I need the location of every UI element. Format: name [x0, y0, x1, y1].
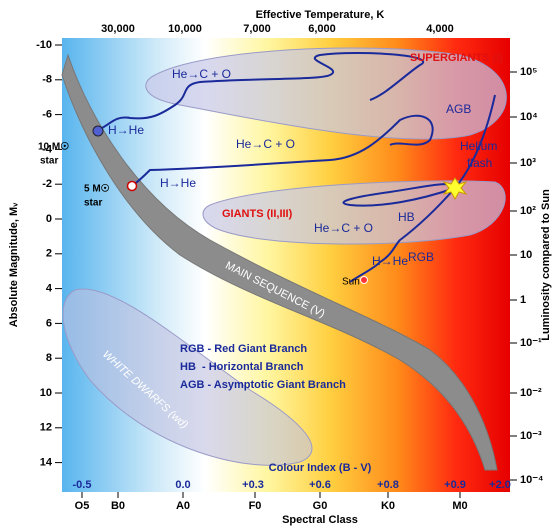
colour-index-label: +0.6: [309, 479, 331, 491]
right-tick-label: 10³: [520, 157, 536, 169]
colour-index-label: +0.3: [242, 479, 264, 491]
annotation: star: [40, 156, 58, 167]
right-axis-title: Luminosity compared to Sun: [540, 189, 552, 341]
right-tick-label: 10⁻⁴: [520, 474, 543, 486]
10msun-point: [93, 126, 103, 136]
annotation: He→C + O: [314, 221, 373, 235]
colour-index-label: 0.0: [175, 479, 190, 491]
right-tick-label: 10²: [520, 205, 536, 217]
annotation: AGB: [446, 102, 471, 116]
left-tick-label: 6: [46, 317, 52, 329]
annotation: H→He: [160, 176, 196, 190]
annotation: 5 M☉: [84, 184, 110, 195]
top-tick-label: 4,000: [426, 23, 454, 35]
bottom-axis-title: Spectral Class: [282, 514, 358, 526]
bottom-tick-label: O5: [75, 500, 90, 512]
annotation: He→C + O: [236, 137, 295, 151]
left-tick-label: 8: [46, 352, 52, 364]
right-tick-label: 10⁴: [520, 111, 538, 123]
colour-index-label: +0.9: [444, 479, 466, 491]
colour-index-label: +2.0: [489, 479, 511, 491]
bottom-tick-label: K0: [381, 500, 395, 512]
left-tick-label: 12: [40, 422, 52, 434]
annotation: star: [84, 198, 102, 209]
annotation: H→He: [108, 123, 144, 137]
legend-entry: AGB - Asymptotic Giant Branch: [180, 379, 346, 391]
top-tick-label: 10,000: [168, 23, 202, 35]
right-tick-label: 10⁻²: [520, 387, 542, 399]
annotation: He→C + O: [172, 67, 231, 81]
top-tick-label: 6,000: [308, 23, 336, 35]
legend-entry: HB - Horizontal Branch: [180, 361, 304, 373]
right-tick-label: 10: [520, 249, 532, 261]
right-tick-label: 1: [520, 294, 526, 306]
right-tick-label: 10⁻¹: [520, 337, 542, 349]
bottom-tick-label: A0: [176, 500, 190, 512]
left-tick-label: -6: [42, 109, 52, 121]
supergiants-label: SUPERGIANTS (I): [410, 52, 503, 64]
left-tick-label: -10: [36, 39, 52, 51]
annotation: HB: [398, 210, 415, 224]
5msun-point: [128, 182, 137, 191]
left-tick-label: -8: [42, 74, 52, 86]
sun-point: [361, 277, 368, 284]
top-tick-label: 7,000: [243, 23, 271, 35]
bottom-tick-label: M0: [452, 500, 467, 512]
bottom-tick-label: F0: [249, 500, 262, 512]
top-tick-label: 30,000: [101, 23, 135, 35]
left-tick-label: 10: [40, 387, 52, 399]
right-tick-label: 10⁵: [520, 66, 537, 78]
left-tick-label: 0: [46, 213, 52, 225]
annotation: flash: [467, 156, 492, 170]
colour-index-label: +0.8: [377, 479, 399, 491]
left-tick-label: 14: [40, 457, 53, 469]
bottom-tick-label: G0: [313, 500, 328, 512]
left-tick-label: 4: [46, 283, 53, 295]
colour-index-title: Colour Index (B - V): [269, 462, 372, 474]
annotation: Helium: [460, 139, 497, 153]
giants-label: GIANTS (II,III): [222, 208, 293, 220]
hr-diagram: Effective Temperature, K Spectral Class …: [0, 0, 554, 530]
legend-entry: RGB - Red Giant Branch: [180, 343, 307, 355]
annotation: RGB: [408, 250, 434, 264]
left-tick-label: -4: [42, 143, 53, 155]
annotation: Sun: [342, 277, 360, 288]
left-tick-label: 2: [46, 248, 52, 260]
right-tick-label: 10⁻³: [520, 430, 542, 442]
left-tick-label: -2: [42, 178, 52, 190]
left-axis-title: Absolute Magnitude, Mᵥ: [8, 202, 20, 327]
colour-index-label: -0.5: [73, 479, 92, 491]
top-axis-title: Effective Temperature, K: [256, 9, 385, 21]
annotation: H→He: [372, 254, 408, 268]
bottom-tick-label: B0: [111, 500, 125, 512]
